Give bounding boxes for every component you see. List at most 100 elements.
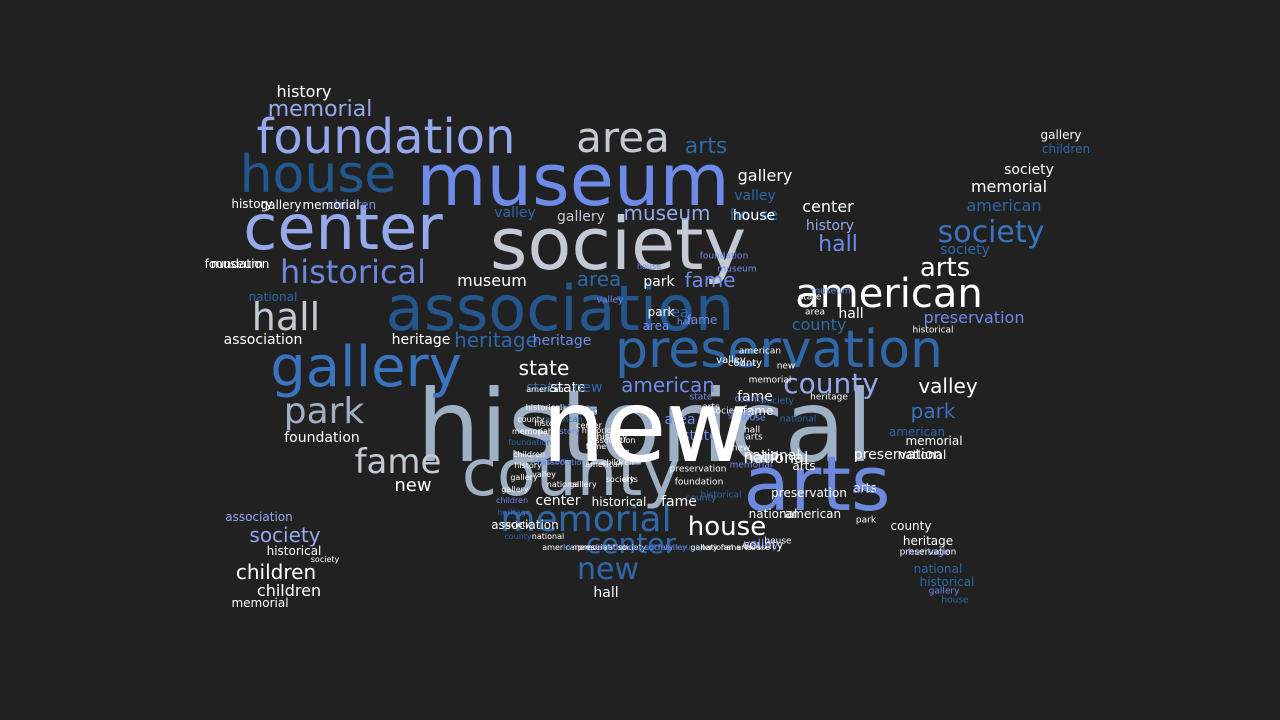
word-national: national [743, 448, 809, 467]
word-memorial: memorial [970, 177, 1048, 196]
word-gallery: gallery [510, 473, 538, 482]
word-county: county [727, 358, 763, 369]
word-association: association [541, 458, 587, 467]
word-society: society [644, 543, 674, 552]
word-preservation: preservation [899, 547, 957, 558]
word-association: association [385, 272, 735, 345]
word-area: area [576, 267, 622, 291]
word-children: children [495, 496, 529, 505]
word-children: children [235, 560, 317, 584]
word-county: county [504, 532, 532, 541]
word-foundation: foundation [204, 257, 270, 271]
word-park: park [647, 305, 675, 319]
word-foundation: foundation [595, 543, 639, 552]
word-arts: arts [792, 459, 816, 473]
word-fame: fame [684, 268, 736, 292]
word-history: history [805, 218, 855, 234]
word-center: center [576, 421, 602, 430]
word-foundation: foundation [674, 477, 724, 488]
word-fame: fame [742, 404, 774, 418]
word-valley: valley [716, 355, 746, 366]
word-fame: fame [574, 407, 598, 418]
word-historical: historical [279, 253, 427, 291]
word-historical: historical [919, 575, 975, 589]
word-new: new [731, 443, 751, 454]
word-state: state [550, 380, 586, 396]
word-national: national [531, 532, 565, 541]
word-arts: arts [684, 134, 728, 159]
word-society: society [940, 242, 990, 258]
word-historical: historical [581, 426, 619, 435]
word-county: county [783, 367, 879, 400]
word-history: history [276, 82, 332, 101]
word-museum: museum [623, 201, 711, 225]
word-fame: fame [354, 442, 442, 482]
word-foundation: foundation [508, 438, 552, 447]
word-children: children [327, 198, 377, 212]
word-county: county [742, 538, 784, 552]
word-valley: valley [532, 470, 556, 479]
word-new: new [776, 361, 796, 372]
word-park: park [283, 391, 365, 432]
word-american: american [621, 373, 715, 397]
word-house: house [732, 208, 776, 224]
word-valley: valley [494, 205, 536, 221]
word-heritage: heritage [454, 328, 538, 352]
word-new: new [573, 380, 603, 396]
word-house: house [941, 595, 969, 606]
word-american: american [795, 271, 983, 317]
word-heritage: heritage [908, 547, 950, 558]
word-state: state [518, 356, 570, 380]
word-museum: museum [717, 264, 757, 275]
word-memorial: memorial [729, 460, 773, 471]
word-memorial: memorial [905, 434, 963, 448]
word-historical: historical [700, 490, 742, 501]
word-gallery: gallery [737, 166, 793, 185]
word-fame: fame [661, 494, 697, 510]
word-hall: hall [593, 585, 619, 601]
word-state: state [526, 380, 562, 396]
word-children: children [1041, 142, 1091, 156]
word-museum: museum [811, 286, 851, 297]
word-heritage: heritage [497, 508, 531, 517]
word-american: american [542, 543, 580, 552]
word-fame: fame [720, 543, 742, 552]
word-arts: arts [853, 481, 877, 495]
word-history: history [563, 543, 591, 552]
word-museum: museum [416, 138, 730, 222]
word-preservation: preservation [923, 308, 1025, 327]
word-foundation: foundation [256, 109, 516, 165]
word-preservation: preservation [577, 543, 629, 552]
word-center: center [802, 197, 854, 216]
word-gallery: gallery [690, 543, 718, 552]
word-historical: historical [912, 325, 954, 336]
word-arts: arts [919, 253, 971, 283]
word-valley: valley [918, 374, 978, 398]
word-society: society [489, 202, 747, 286]
word-national: national [546, 480, 580, 489]
word-hall: hall [251, 295, 321, 339]
word-national: national [700, 543, 734, 552]
word-memorial: memorial [500, 499, 672, 540]
word-historical: historical [525, 403, 563, 412]
word-association: association [590, 436, 636, 445]
word-state: state [682, 428, 718, 444]
word-house: house [745, 543, 771, 552]
word-arts: arts [702, 402, 720, 413]
word-center: center [535, 493, 581, 509]
word-valley: valley [734, 188, 776, 204]
word-national: national [748, 507, 798, 521]
word-national: national [743, 448, 801, 464]
word-house: house [239, 145, 397, 205]
word-house: house [636, 262, 662, 271]
word-area: area [576, 113, 670, 162]
word-heritage: heritage [391, 332, 451, 348]
word-arts: arts [622, 475, 638, 484]
word-gallery: gallery [1040, 128, 1082, 142]
word-association: association [223, 332, 303, 348]
word-fame: fame [737, 389, 773, 405]
word-valley: valley [663, 543, 687, 552]
word-valley: valley [596, 295, 624, 306]
word-society: society [761, 396, 795, 407]
